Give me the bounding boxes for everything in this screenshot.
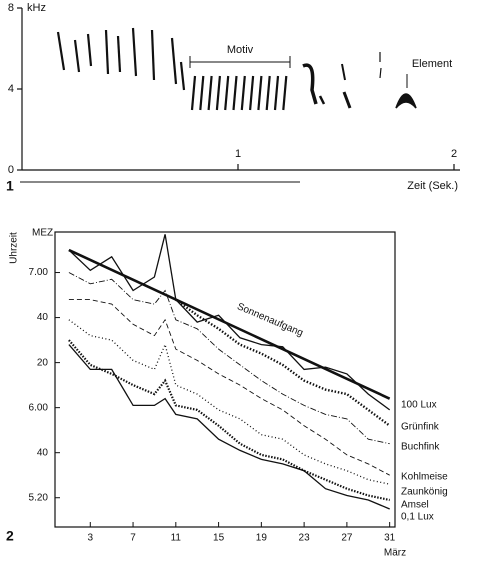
syllable xyxy=(224,75,230,111)
syllable xyxy=(342,91,352,109)
annotation: Motiv xyxy=(227,44,254,56)
series-label: Buchfink xyxy=(401,442,440,453)
syllable xyxy=(273,75,280,111)
syllable xyxy=(249,75,255,111)
y-tick-label: 40 xyxy=(37,312,49,323)
x-tick-label: 2 xyxy=(451,148,457,160)
series-label: Amsel xyxy=(401,500,429,511)
syllable xyxy=(86,33,93,67)
syllable xyxy=(240,75,246,111)
series-line xyxy=(68,344,390,510)
x-tick-label: 19 xyxy=(256,533,268,544)
series-line xyxy=(68,272,390,445)
x-tick-label: 1 xyxy=(235,148,241,160)
panel-label: 1 xyxy=(6,178,14,194)
y-tick-label: 20 xyxy=(37,357,49,368)
y-tick-label: 5.20 xyxy=(29,492,49,503)
series-line xyxy=(68,319,390,485)
series-label: Grünfink xyxy=(401,422,440,433)
syllable xyxy=(341,63,346,81)
series-line xyxy=(175,298,391,427)
x-tick-label: 27 xyxy=(341,533,353,544)
syllable xyxy=(73,39,81,73)
syllable xyxy=(104,29,110,75)
x-tick-label: 15 xyxy=(213,533,225,544)
series-label: Zaunkönig xyxy=(401,487,448,498)
syllable xyxy=(215,75,221,111)
y-tick-label: 6.00 xyxy=(29,402,49,413)
x-tick-label: 3 xyxy=(88,533,94,544)
x-tick-label: 11 xyxy=(171,533,182,544)
plot-frame xyxy=(54,231,396,528)
syllable xyxy=(150,29,156,81)
series-label: 0,1 Lux xyxy=(401,512,434,523)
sunrise-line xyxy=(68,248,391,400)
syllable xyxy=(379,67,382,79)
y-tick-label: 7.00 xyxy=(29,267,49,278)
series-line xyxy=(68,339,390,502)
y-tick-label: 40 xyxy=(37,447,49,458)
panel-label: 2 xyxy=(6,528,14,544)
x-tick-label: 7 xyxy=(130,533,136,544)
x-tick-label: 31 xyxy=(384,533,396,544)
syllable xyxy=(190,75,197,111)
y-axis-label: Uhrzeit xyxy=(9,232,20,264)
syllable xyxy=(179,61,186,91)
y-tick-label: 0 xyxy=(8,164,14,176)
annotation: Element xyxy=(412,58,452,70)
syllable xyxy=(116,35,122,73)
syllable xyxy=(199,75,205,111)
syllable xyxy=(207,75,213,111)
syllable xyxy=(56,31,66,71)
y-axis-label: kHz xyxy=(27,2,46,14)
series-label: Kohlmeise xyxy=(401,472,448,483)
y-tick-label: 8 xyxy=(8,2,14,14)
series-line xyxy=(68,234,391,411)
syllable xyxy=(282,75,288,111)
syllable xyxy=(232,75,238,111)
y-axis-unit: MEZ xyxy=(32,228,53,239)
syllable xyxy=(257,75,263,111)
x-axis-label: März xyxy=(384,548,406,559)
syllable xyxy=(302,63,318,105)
element xyxy=(395,93,417,109)
series-label: 100 Lux xyxy=(401,400,437,411)
series-line xyxy=(68,299,390,476)
syllable xyxy=(318,95,326,105)
x-tick-label: 23 xyxy=(299,533,311,544)
syllable xyxy=(170,37,178,85)
syllable xyxy=(131,27,138,77)
syllable xyxy=(265,75,271,111)
x-axis-label: Zeit (Sek.) xyxy=(407,180,458,192)
y-tick-label: 4 xyxy=(8,83,14,95)
